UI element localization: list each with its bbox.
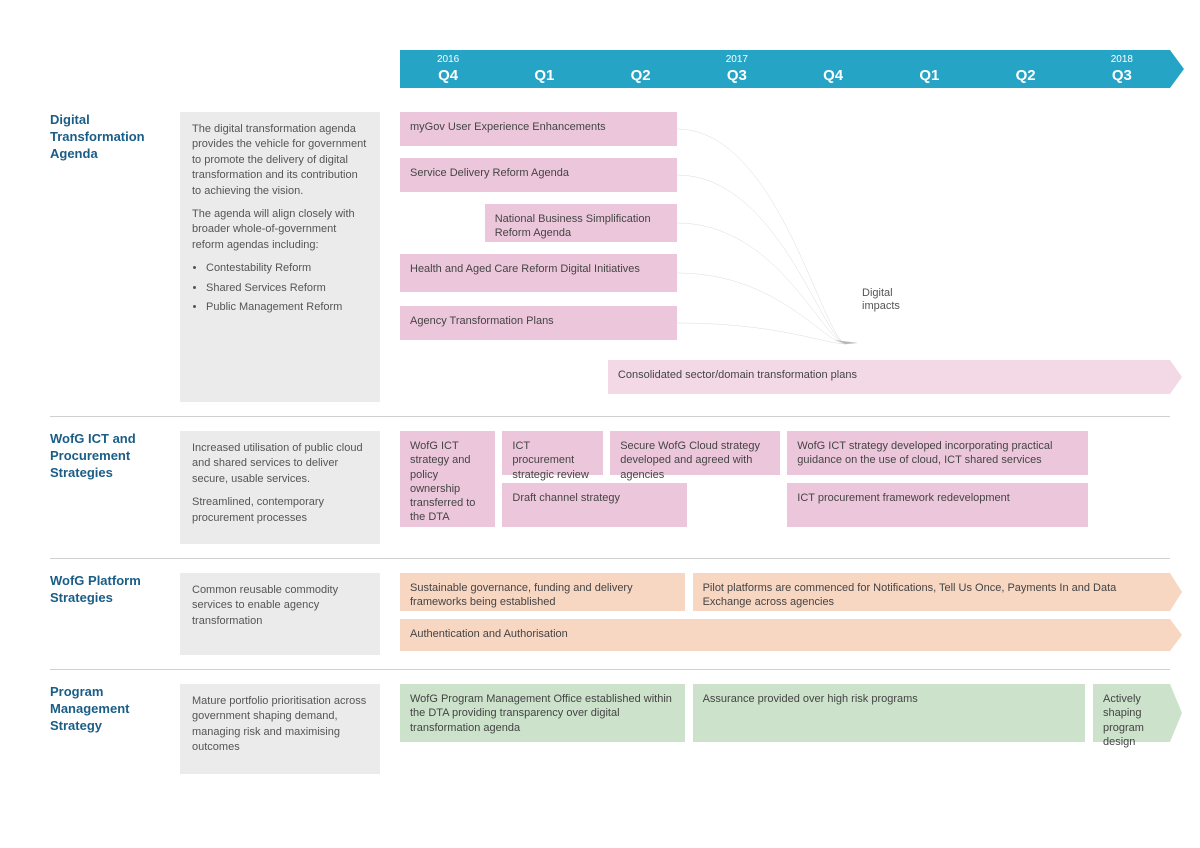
lane-desc-paragraph: The agenda will align closely with broad… [192,207,368,253]
timeline-quarter: Q1 [881,53,977,88]
lane-description: Mature portfolio prioritisation across g… [180,684,380,774]
timeline-bar: Draft channel strategy [502,483,687,527]
lane-title: Digital Transformation Agenda [50,112,180,402]
timeline-bar: WofG ICT strategy developed incorporatin… [787,431,1087,475]
timeline-quarters: 2016Q4 Q1 Q22017Q3 Q4 Q1 Q22018Q3 [400,53,1170,88]
lane-desc-list: Contestability Reform Shared Services Ref… [206,261,368,315]
timeline-bar: Authentication and Authorisation [400,619,1170,651]
lane-track: myGov User Experience Enhancements Servic… [400,112,1170,402]
timeline-bar: myGov User Experience Enhancements [400,112,677,146]
timeline-bar: Secure WofG Cloud strategy developed and… [610,431,779,475]
lane-desc-bullet: Shared Services Reform [206,281,368,296]
timeline-quarter: 2018Q3 [1074,53,1170,88]
timeline-bar: Actively shaping program design [1093,684,1170,742]
lane-desc-paragraph: Streamlined, contemporary procurement pr… [192,495,368,526]
lane-track: Sustainable governance, funding and deli… [400,573,1170,655]
timeline-bar: Pilot platforms are commenced for Notifi… [693,573,1170,611]
timeline-quarter: Q2 [978,53,1074,88]
lane-desc-paragraph: Common reusable commodity services to en… [192,583,368,629]
timeline-quarter: Q1 [496,53,592,88]
timeline-arrow-icon [1170,50,1184,88]
swimlane: Program Management StrategyMature portfo… [50,669,1170,788]
lane-desc-bullet: Contestability Reform [206,261,368,276]
lane-title: Program Management Strategy [50,684,180,774]
lane-description: Common reusable commodity services to en… [180,573,380,655]
timeline-bar: National Business Simplification Reform … [485,204,678,242]
timeline-bar: WofG Program Management Office establish… [400,684,685,742]
timeline-bar: Consolidated sector/domain transformatio… [608,360,1170,394]
timeline-bar: Assurance provided over high risk progra… [693,684,1086,742]
swimlane: WofG ICT and Procurement Strategies Incre… [50,416,1170,558]
timeline-quarter: Q4 [785,53,881,88]
timeline-bar: WofG ICT strategy and policy ownership t… [400,431,495,527]
lane-description: The digital transformation agenda provid… [180,112,380,402]
swimlanes-container: Digital Transformation AgendaThe digital… [50,112,1170,788]
timeline-quarter: 2016Q4 [400,53,496,88]
timeline-header: 2016Q4 Q1 Q22017Q3 Q4 Q1 Q22018Q3 [400,50,1170,88]
lane-desc-bullet: Public Management Reform [206,300,368,315]
timeline-bar: Sustainable governance, funding and deli… [400,573,685,611]
timeline-bar: ICT procurement framework redevelopment [787,483,1087,527]
lane-desc-paragraph: Mature portfolio prioritisation across g… [192,694,368,756]
lane-track: WofG Program Management Office establish… [400,684,1170,746]
swimlane: Digital Transformation AgendaThe digital… [50,112,1170,416]
swimlane: WofG Platform Strategies Common reusable … [50,558,1170,669]
lane-title: WofG ICT and Procurement Strategies [50,431,180,544]
lane-desc-paragraph: Increased utilisation of public cloud an… [192,441,368,487]
timeline-bar: Health and Aged Care Reform Digital Init… [400,254,677,292]
lane-track: WofG ICT strategy and policy ownership t… [400,431,1170,531]
lane-title: WofG Platform Strategies [50,573,180,655]
timeline-bar: Service Delivery Reform Agenda [400,158,677,192]
timeline-quarter: Q2 [593,53,689,88]
timeline-bar: Agency Transformation Plans [400,306,677,340]
timeline-quarter: 2017Q3 [689,53,785,88]
lane-description: Increased utilisation of public cloud an… [180,431,380,544]
timeline-bar: ICT procurement strategic review [502,431,602,475]
lane-desc-paragraph: The digital transformation agenda provid… [192,122,368,199]
digital-impacts-label: Digitalimpacts [862,287,900,313]
